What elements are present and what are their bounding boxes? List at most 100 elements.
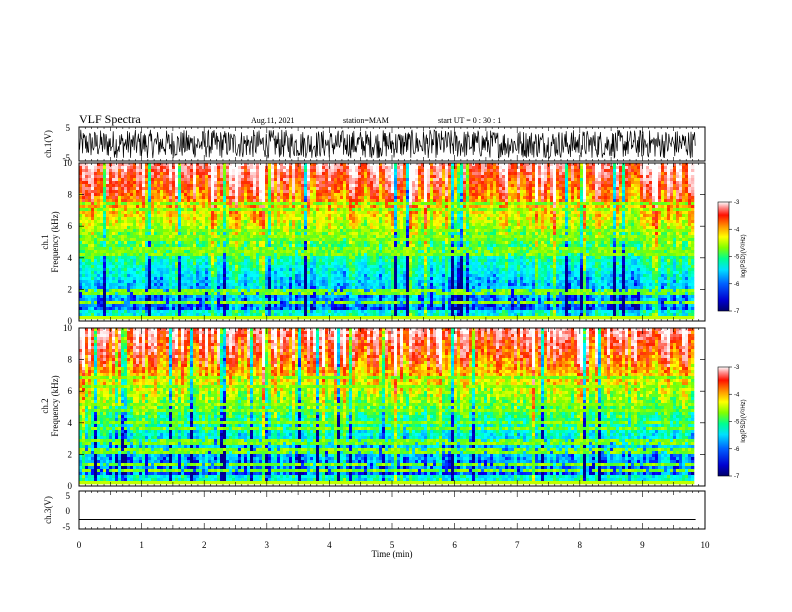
spectrogram-cell [658, 190, 662, 194]
spectrogram-cell [397, 214, 401, 218]
spectrogram-cell [154, 199, 158, 203]
spectrogram-cell [184, 220, 188, 224]
spectrogram-cell [118, 193, 122, 197]
spectrogram-cell [445, 184, 449, 188]
spectrogram-cell [457, 208, 461, 212]
spectrogram-cell [91, 202, 95, 206]
spectrogram-cell [373, 211, 377, 215]
spectrogram-cell [580, 175, 584, 179]
spectrogram-cell [553, 205, 557, 209]
spectrogram-cell [598, 205, 602, 209]
spectrogram-cell [196, 175, 200, 179]
spectrogram-cell [205, 199, 209, 203]
spectrogram-cell [676, 196, 680, 200]
spectrogram-cell [679, 217, 683, 221]
spectrogram-cell [580, 220, 584, 224]
spectrogram-cell [508, 196, 512, 200]
spectrogram-cell [673, 196, 677, 200]
spectrogram-cell [94, 178, 98, 182]
spectrogram-cell [196, 172, 200, 176]
spectrogram-cell [517, 202, 521, 206]
spectrogram-cell [235, 196, 239, 200]
spectrogram-cell [94, 169, 98, 173]
spectrogram-cell [463, 184, 467, 188]
spectrogram-cell [415, 220, 419, 224]
spectrogram-cell [415, 226, 419, 230]
spectrogram-cell [664, 211, 668, 215]
spectrogram-cell [277, 220, 281, 224]
spectrogram-cell [661, 178, 665, 182]
spectrogram-cell [121, 202, 125, 206]
spectrogram-cell [256, 193, 260, 197]
spectrogram-cell [220, 217, 224, 221]
spectrogram-cell [493, 181, 497, 185]
spectrogram-cell [211, 172, 215, 176]
spectrogram-cell [247, 187, 251, 191]
spectrogram-cell [139, 187, 143, 191]
spectrogram-cell [109, 217, 113, 221]
spectrogram-cell [610, 202, 614, 206]
spectrogram-cell [205, 211, 209, 215]
spectrogram-cell [526, 226, 530, 230]
spectrogram-cell [322, 226, 326, 230]
spectrogram-cell [85, 169, 89, 173]
spectrogram-cell [553, 181, 557, 185]
spectrogram-cell [511, 214, 515, 218]
spectrogram-cell [79, 184, 83, 188]
spectrogram-cell [247, 163, 251, 167]
spectrogram-cell [568, 196, 572, 200]
ch1-ytick-top: 5 [66, 123, 71, 133]
spectrogram-cell [115, 187, 119, 191]
spectrogram-cell [376, 166, 380, 170]
spectrogram-cell [391, 193, 395, 197]
spectrogram-cell [376, 181, 380, 185]
spectrogram-cell [547, 214, 551, 218]
spectrogram-cell [514, 169, 518, 173]
spectrogram-cell [625, 166, 629, 170]
spectrogram-cell [502, 226, 506, 230]
spectrogram-cell [592, 175, 596, 179]
spectrogram-cell [412, 223, 416, 227]
spectrogram-cell [649, 226, 653, 230]
spectrogram-cell [397, 184, 401, 188]
spectrogram-cell [679, 193, 683, 197]
spectrogram-cell [604, 220, 608, 224]
spectrogram-cell [619, 229, 623, 233]
spectrogram-cell [211, 211, 215, 215]
spectrogram-cell [592, 229, 596, 233]
spectrogram-cell [601, 166, 605, 170]
spectrogram-cell [496, 226, 500, 230]
spectrogram-cell [397, 172, 401, 176]
spectrogram-cell [157, 226, 161, 230]
spectrogram-cell [667, 211, 671, 215]
spectrogram-cell [469, 172, 473, 176]
spectrogram-cell [673, 181, 677, 185]
spectrogram-cell [463, 172, 467, 176]
spectrogram-cell [664, 181, 668, 185]
spectrogram-cell [508, 193, 512, 197]
spectrogram-cell [610, 190, 614, 194]
spectrogram-cell [301, 226, 305, 230]
spectrogram-cell [241, 187, 245, 191]
spectrogram-cell [385, 205, 389, 209]
spectrogram-cell [628, 208, 632, 212]
spectrogram-cell [403, 211, 407, 215]
spectrogram-cell [541, 190, 545, 194]
spectrogram-cell [466, 175, 470, 179]
spectrogram-cell [355, 175, 359, 179]
spectrogram-cell [679, 205, 683, 209]
spectrogram-cell [655, 199, 659, 203]
spectrogram-cell [109, 187, 113, 191]
spectrogram-cell [325, 196, 329, 200]
spectrogram-cell [277, 214, 281, 218]
spectrogram-cell [358, 205, 362, 209]
spectrogram-cell [388, 178, 392, 182]
spectrogram-cell [496, 181, 500, 185]
spectrogram-cell [208, 202, 212, 206]
spectrogram-cell [355, 220, 359, 224]
spectrogram-cell [613, 199, 617, 203]
spectrogram-cell [676, 229, 680, 233]
spectrogram-cell [145, 229, 149, 233]
spectrogram-cell [631, 214, 635, 218]
spectrogram-cell [271, 217, 275, 221]
